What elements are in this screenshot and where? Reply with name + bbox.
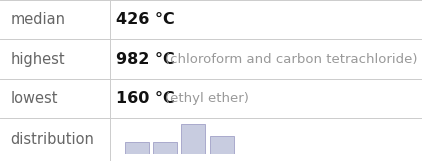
Text: 426 °C: 426 °C xyxy=(116,12,175,27)
Text: lowest: lowest xyxy=(11,91,58,106)
Text: distribution: distribution xyxy=(11,132,95,147)
Bar xyxy=(153,142,177,154)
Text: median: median xyxy=(11,12,65,27)
Bar xyxy=(125,142,149,154)
Bar xyxy=(181,124,206,154)
Bar xyxy=(210,136,233,154)
Text: highest: highest xyxy=(11,52,65,67)
Text: 160 °C: 160 °C xyxy=(116,91,175,106)
Text: 982 °C: 982 °C xyxy=(116,52,175,67)
Text: (ethyl ether): (ethyl ether) xyxy=(165,92,249,105)
Text: (chloroform and carbon tetrachloride): (chloroform and carbon tetrachloride) xyxy=(165,53,417,66)
